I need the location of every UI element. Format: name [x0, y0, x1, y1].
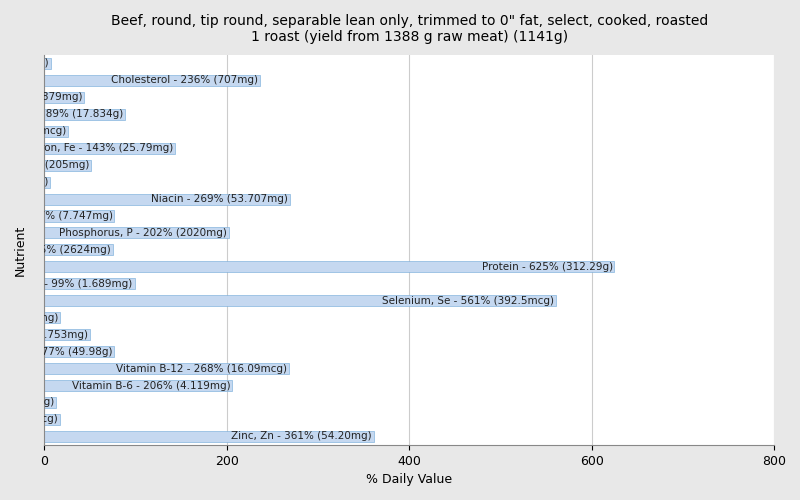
Text: Vitamin E (alpha-tocopherol) - 13% (3.88mg): Vitamin E (alpha-tocopherol) - 13% (3.88… — [0, 398, 54, 407]
Bar — [44, 75, 259, 86]
Text: Sodium, Na - 17% (411mg): Sodium, Na - 17% (411mg) — [0, 312, 58, 322]
Bar — [44, 176, 50, 188]
X-axis label: % Daily Value: % Daily Value — [366, 473, 452, 486]
Text: Pantothenic acid - 77% (7.747mg): Pantothenic acid - 77% (7.747mg) — [0, 211, 113, 221]
Text: Vitamin B-6 - 206% (4.119mg): Vitamin B-6 - 206% (4.119mg) — [72, 380, 230, 390]
Text: Copper, Cu - 44% (0.879mg): Copper, Cu - 44% (0.879mg) — [0, 92, 82, 102]
Text: Niacin - 269% (53.707mg): Niacin - 269% (53.707mg) — [151, 194, 288, 204]
Bar — [44, 278, 134, 289]
Bar — [44, 58, 50, 69]
Bar — [44, 210, 114, 222]
Text: Fatty acids, total saturated - 89% (17.834g): Fatty acids, total saturated - 89% (17.8… — [0, 110, 124, 120]
Y-axis label: Nutrient: Nutrient — [14, 224, 27, 276]
Text: Phosphorus, P - 202% (2020mg): Phosphorus, P - 202% (2020mg) — [59, 228, 226, 238]
Bar — [44, 92, 84, 103]
Bar — [44, 312, 60, 323]
Text: Folate, total - 26% (103mcg): Folate, total - 26% (103mcg) — [0, 126, 66, 136]
Bar — [44, 126, 68, 137]
Bar — [44, 109, 126, 120]
Bar — [44, 346, 114, 357]
Bar — [44, 262, 614, 272]
Bar — [44, 142, 174, 154]
Text: Vitamin K (phylloquinone) - 17% (13.7mcg): Vitamin K (phylloquinone) - 17% (13.7mcg… — [0, 414, 58, 424]
Text: Calcium, Ca - 7% (68mg): Calcium, Ca - 7% (68mg) — [0, 58, 49, 68]
Text: Selenium, Se - 561% (392.5mcg): Selenium, Se - 561% (392.5mcg) — [382, 296, 554, 306]
Title: Beef, round, tip round, separable lean only, trimmed to 0" fat, select, cooked, : Beef, round, tip round, separable lean o… — [110, 14, 708, 44]
Bar — [44, 431, 374, 442]
Text: Riboflavin - 99% (1.689mg): Riboflavin - 99% (1.689mg) — [0, 279, 133, 289]
Bar — [44, 244, 113, 256]
Text: Potassium, K - 75% (2624mg): Potassium, K - 75% (2624mg) — [0, 245, 111, 255]
Text: Thiamin - 50% (0.753mg): Thiamin - 50% (0.753mg) — [0, 330, 88, 340]
Bar — [44, 414, 60, 425]
Bar — [44, 363, 289, 374]
Bar — [44, 295, 556, 306]
Bar — [44, 380, 232, 391]
Bar — [44, 329, 90, 340]
Bar — [44, 160, 90, 170]
Text: Manganese, Mn - 6% (0.114mg): Manganese, Mn - 6% (0.114mg) — [0, 177, 48, 187]
Text: Cholesterol - 236% (707mg): Cholesterol - 236% (707mg) — [110, 76, 258, 86]
Bar — [44, 228, 229, 238]
Text: Iron, Fe - 143% (25.79mg): Iron, Fe - 143% (25.79mg) — [37, 143, 173, 153]
Text: Magnesium, Mg - 51% (205mg): Magnesium, Mg - 51% (205mg) — [0, 160, 89, 170]
Text: Total lipid (fat) - 77% (49.98g): Total lipid (fat) - 77% (49.98g) — [0, 346, 113, 356]
Bar — [44, 194, 290, 204]
Bar — [44, 397, 56, 408]
Text: Protein - 625% (312.29g): Protein - 625% (312.29g) — [482, 262, 613, 272]
Text: Vitamin B-12 - 268% (16.09mcg): Vitamin B-12 - 268% (16.09mcg) — [116, 364, 287, 374]
Text: Zinc, Zn - 361% (54.20mg): Zinc, Zn - 361% (54.20mg) — [231, 432, 372, 442]
